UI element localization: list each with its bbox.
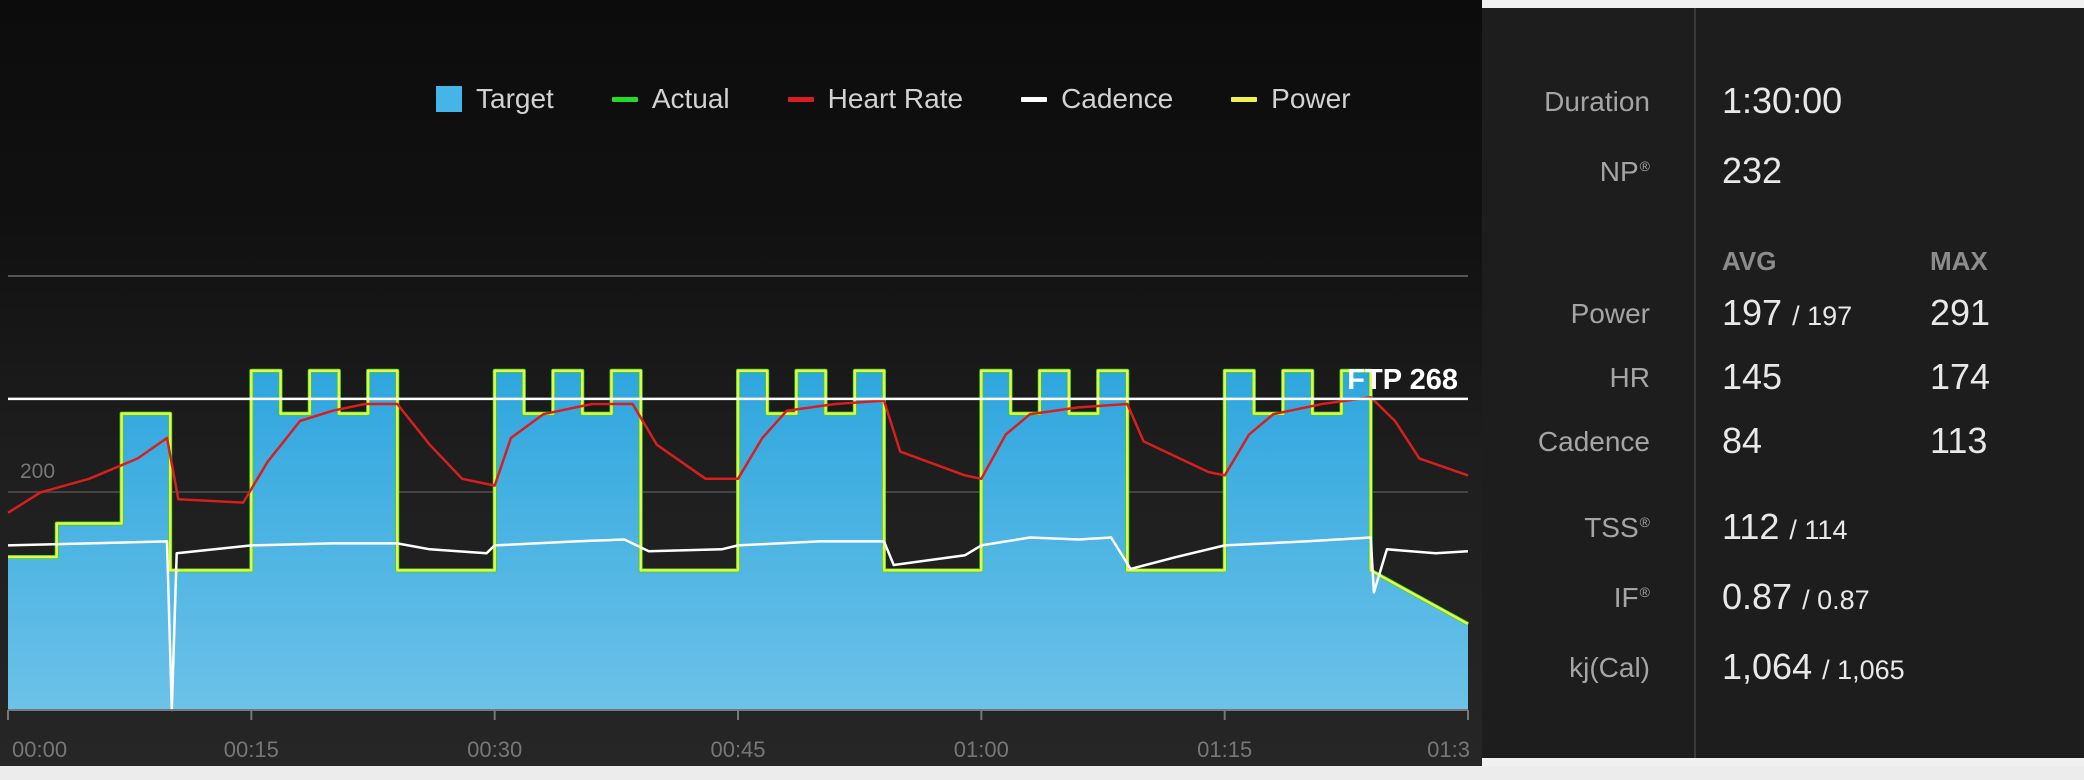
tss-target: / 114 bbox=[1789, 515, 1848, 545]
target-swatch bbox=[436, 86, 462, 112]
workout-stats-panel: Duration 1:30:00 NP® 232 AVG MAX Power 1… bbox=[1482, 8, 2084, 758]
x-tick-label: 00:45 bbox=[710, 737, 765, 762]
power-avg-target: / 197 bbox=[1792, 301, 1853, 331]
x-tick-label: 01:00 bbox=[954, 737, 1009, 762]
tss-value: 112 / 114 bbox=[1722, 506, 1847, 548]
kj-target: / 1,065 bbox=[1822, 655, 1905, 685]
hr-avg: 145 bbox=[1722, 356, 1783, 397]
cadence-line bbox=[7, 536, 1469, 712]
workout-chart-panel: Target Actual Heart Rate Cadence Power 2 bbox=[0, 0, 1482, 766]
legend-label-heart-rate: Heart Rate bbox=[827, 83, 964, 114]
x-tick-label: 01:15 bbox=[1197, 737, 1252, 762]
chart-legend: Target Actual Heart Rate Cadence Power bbox=[436, 76, 1351, 122]
np-label-text: NP bbox=[1599, 156, 1639, 187]
power-avg: 197 / 197 bbox=[1722, 292, 1852, 334]
np-value: 232 bbox=[1722, 150, 1783, 191]
legend-label-target: Target bbox=[476, 83, 554, 114]
kj-value: 1,064 / 1,065 bbox=[1722, 646, 1905, 688]
legend-item-actual[interactable]: Actual bbox=[611, 83, 730, 115]
power-max: 291 bbox=[1930, 292, 1991, 333]
legend-item-target[interactable]: Target bbox=[436, 83, 554, 115]
y-tick-label-200: 200 bbox=[20, 460, 55, 483]
if-target: / 0.87 bbox=[1802, 585, 1870, 615]
tss-actual: 112 bbox=[1722, 506, 1780, 547]
legend-item-power[interactable]: Power bbox=[1231, 83, 1351, 115]
if-label-text: IF bbox=[1613, 582, 1639, 613]
cadence-max: 113 bbox=[1930, 420, 1988, 461]
legend-label-actual: Actual bbox=[651, 83, 730, 114]
x-tick-label: 00:00 bbox=[12, 737, 67, 762]
plot-area: FTP 268 bbox=[7, 364, 1469, 712]
tss-label: TSS® bbox=[1584, 512, 1650, 544]
registered-mark: ® bbox=[1639, 584, 1650, 600]
x-tick-label: 00:30 bbox=[467, 737, 522, 762]
power-avg-value: 197 bbox=[1722, 292, 1783, 333]
legend-label-power: Power bbox=[1271, 83, 1351, 114]
kj-actual: 1,064 bbox=[1722, 646, 1813, 687]
duration-value: 1:30:00 bbox=[1722, 80, 1843, 121]
tss-label-text: TSS bbox=[1584, 512, 1639, 543]
registered-mark: ® bbox=[1639, 514, 1650, 530]
x-tick-label: 01:3 bbox=[1427, 737, 1470, 762]
cadence-avg: 84 bbox=[1722, 420, 1763, 461]
actual-swatch bbox=[611, 96, 638, 102]
max-column-header: MAX bbox=[1930, 246, 1988, 276]
workout-chart[interactable]: 200 FTP 268 00:00 00:15 00:30 00:45 01:00 01:… bbox=[0, 0, 1482, 766]
stats-divider bbox=[1694, 8, 1696, 758]
avg-column-header: AVG bbox=[1722, 246, 1777, 276]
bottom-strip bbox=[0, 766, 2084, 780]
heart-rate-swatch bbox=[787, 96, 814, 102]
legend-item-cadence[interactable]: Cadence bbox=[1021, 83, 1173, 115]
kj-label: kj(Cal) bbox=[1569, 652, 1650, 683]
np-label: NP® bbox=[1600, 156, 1650, 188]
ftp-label: FTP 268 bbox=[1347, 364, 1458, 396]
if-label: IF® bbox=[1614, 582, 1650, 614]
if-actual: 0.87 bbox=[1722, 576, 1793, 617]
power-line bbox=[8, 369, 1469, 626]
legend-label-cadence: Cadence bbox=[1061, 83, 1174, 114]
hr-label: HR bbox=[1609, 362, 1650, 393]
hr-max: 174 bbox=[1930, 356, 1991, 397]
heart-rate-line bbox=[7, 395, 1469, 514]
cadence-swatch bbox=[1021, 96, 1048, 102]
power-label: Power bbox=[1570, 298, 1650, 329]
x-axis-ticks: 00:00 00:15 00:30 00:45 01:00 01:15 01:3 bbox=[7, 710, 1470, 762]
if-value: 0.87 / 0.87 bbox=[1722, 576, 1870, 618]
cadence-label: Cadence bbox=[1537, 426, 1650, 457]
legend-item-heart-rate[interactable]: Heart Rate bbox=[787, 83, 964, 115]
power-swatch bbox=[1231, 96, 1258, 102]
registered-mark: ® bbox=[1639, 158, 1650, 174]
x-tick-label: 00:15 bbox=[224, 737, 279, 762]
duration-label: Duration bbox=[1544, 86, 1650, 117]
